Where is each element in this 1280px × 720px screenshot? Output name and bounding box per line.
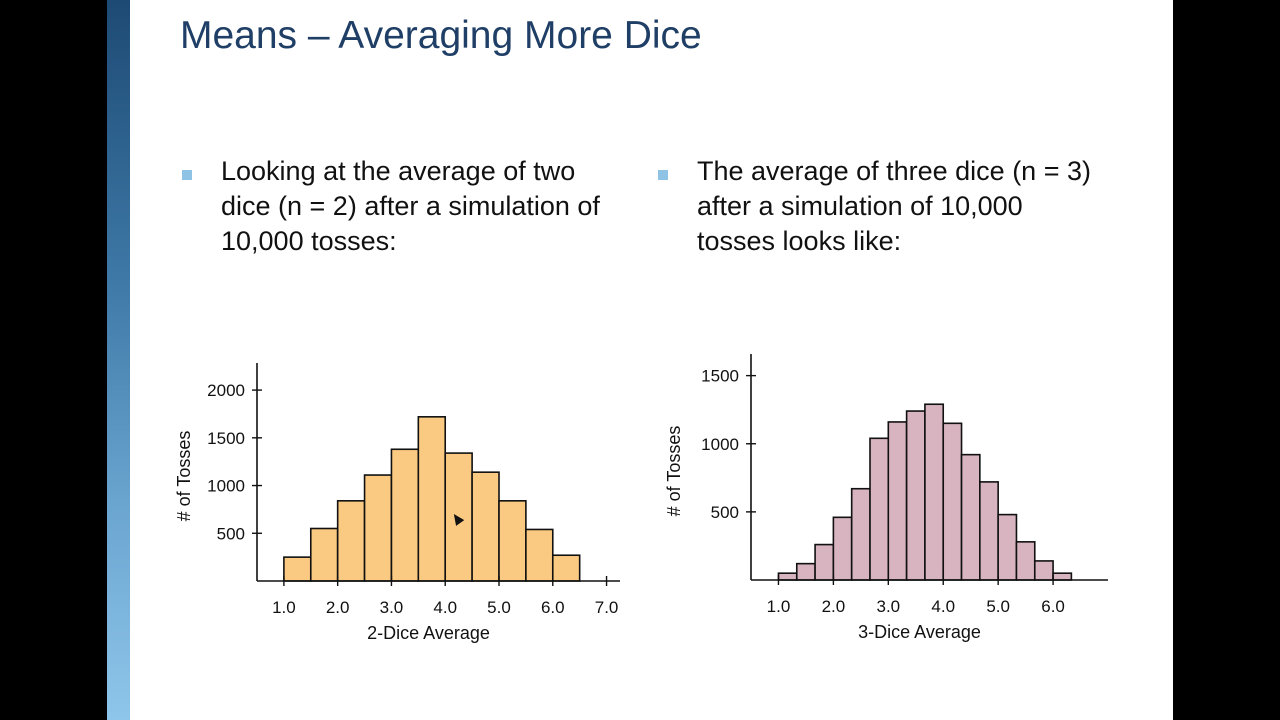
bullet-line: Looking at the average of two — [221, 156, 576, 186]
x-tick-label: 1.0 — [272, 598, 296, 617]
x-tick-label: 3.0 — [380, 598, 404, 617]
histogram-bar — [390, 448, 420, 582]
histogram-bar — [869, 437, 890, 581]
bullet-line: 10,000 tosses: — [221, 226, 397, 256]
bullet-marker-left — [182, 170, 192, 180]
y-tick-label: 500 — [711, 503, 739, 522]
y-tick-label: 1500 — [701, 367, 739, 386]
bullet-line: tosses looks like: — [697, 226, 902, 256]
histogram-bar — [525, 528, 554, 582]
bullet-line: dice (n = 2) after a simulation of — [221, 191, 600, 221]
y-tick-label: 1000 — [701, 435, 739, 454]
histogram-bar — [417, 416, 447, 582]
x-tick-label: 6.0 — [541, 598, 565, 617]
x-tick-label: 7.0 — [595, 598, 619, 617]
histogram-bar — [283, 556, 312, 582]
histogram-bar — [309, 527, 339, 582]
histogram-bar — [1052, 572, 1073, 581]
histogram-bar — [777, 572, 798, 581]
histogram-bar — [814, 543, 835, 581]
histogram-bar — [363, 474, 393, 582]
x-axis-title: 2-Dice Average — [367, 623, 490, 643]
histogram-bar — [997, 513, 1018, 581]
histogram-bar — [887, 421, 908, 581]
histogram-bar — [336, 500, 366, 582]
histogram-bar — [905, 410, 926, 581]
slide: Means – Averaging More Dice Looking at t… — [107, 0, 1173, 720]
x-tick-label: 2.0 — [326, 598, 350, 617]
x-tick-label: 1.0 — [767, 597, 791, 616]
histogram-bar — [1015, 541, 1036, 581]
histogram-bar — [960, 453, 981, 581]
histogram-bar — [832, 516, 853, 581]
histogram-bar — [979, 481, 999, 581]
x-axis-title: 3-Dice Average — [858, 622, 981, 642]
histogram-bar — [1033, 560, 1054, 581]
histogram-bar — [471, 471, 500, 582]
x-tick-label: 4.0 — [931, 597, 955, 616]
x-tick-label: 2.0 — [822, 597, 846, 616]
y-tick-label: 2000 — [207, 381, 245, 400]
histogram-bar — [924, 403, 945, 581]
three-dice-histogram: 500 1000 1500 1.0 2.0 3.0 4.0 5.0 6.0 3-Dice Aver… — [664, 354, 1108, 642]
bullet-line: The average of three dice (n = 3) — [697, 156, 1091, 186]
histogram-bar — [795, 562, 816, 581]
histogram-bar — [444, 452, 473, 582]
histogram-bar — [498, 500, 527, 582]
y-tick-label: 1000 — [207, 477, 245, 496]
x-tick-label: 5.0 — [986, 597, 1010, 616]
y-tick-label: 500 — [217, 524, 245, 543]
y-axis-title: # of Tosses — [174, 431, 194, 522]
x-tick-label: 5.0 — [487, 598, 511, 617]
y-tick-label: 1500 — [207, 429, 245, 448]
bullet-line: after a simulation of 10,000 — [697, 191, 1023, 221]
histogram-bar — [551, 554, 581, 582]
two-dice-histogram: 500 1000 1500 2000 1.0 2.0 3.0 4.0 5.0 6.0 7.0 2-Di… — [174, 363, 620, 643]
x-tick-label: 6.0 — [1041, 597, 1065, 616]
histogram-bar — [942, 422, 963, 581]
x-tick-label: 4.0 — [433, 598, 457, 617]
slide-title: Means – Averaging More Dice — [180, 14, 702, 57]
slide-accent-bar — [107, 0, 130, 720]
bullet-text-left: Looking at the average of two dice (n = … — [221, 154, 600, 259]
bullet-marker-right — [658, 170, 668, 180]
bullet-text-right: The average of three dice (n = 3) after … — [697, 154, 1091, 259]
y-axis-title: # of Tosses — [664, 426, 684, 517]
histogram-bar — [850, 487, 871, 581]
x-tick-label: 3.0 — [876, 597, 900, 616]
